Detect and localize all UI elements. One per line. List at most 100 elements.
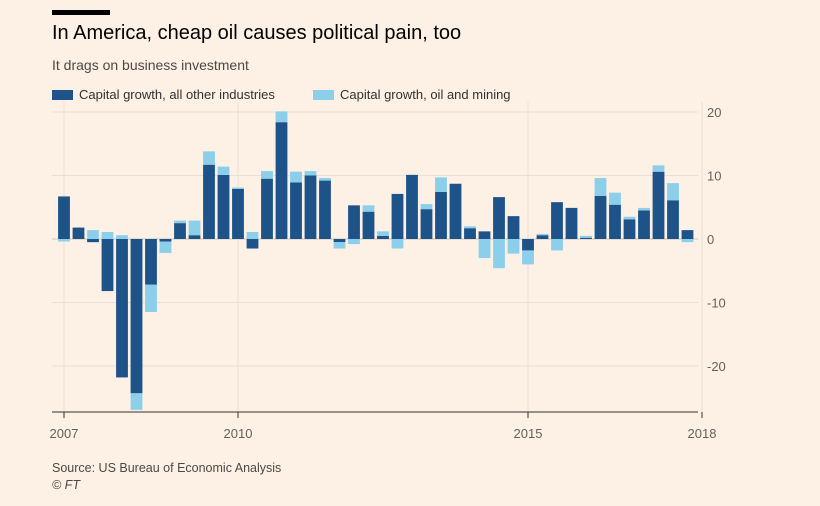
bar-oil	[609, 192, 621, 205]
y-tick-label: 0	[707, 232, 714, 247]
bar-oil	[551, 239, 563, 251]
bar-other	[188, 235, 201, 239]
bar-other	[203, 164, 215, 239]
bar-other	[464, 228, 476, 239]
bar-other	[232, 188, 244, 239]
bar-oil	[493, 239, 505, 269]
bar-oil	[522, 250, 534, 265]
bar-oil	[188, 220, 201, 236]
bar-other	[638, 210, 650, 239]
bar-oil	[391, 239, 404, 249]
bar-oil	[232, 187, 244, 189]
bar-oil	[87, 230, 99, 239]
bar-other	[333, 239, 346, 243]
bar-other	[130, 239, 143, 394]
bar-other	[652, 171, 665, 239]
bar-oil	[101, 232, 114, 239]
bar-oil	[464, 226, 476, 229]
legend-label-other: Capital growth, all other industries	[79, 87, 275, 102]
bar-other	[493, 197, 505, 239]
bar-oil	[652, 165, 665, 172]
bar-oil	[435, 177, 447, 193]
top-rule	[52, 10, 110, 15]
chart-title: In America, cheap oil causes political p…	[52, 22, 462, 44]
bar-other	[667, 200, 679, 239]
bar-other	[594, 195, 607, 239]
bar-oil	[623, 216, 636, 220]
bar-other	[116, 239, 128, 378]
bar-oil	[594, 178, 607, 196]
legend-label-oil: Capital growth, oil and mining	[340, 87, 511, 102]
x-tick-label: 2015	[514, 426, 543, 441]
bar-other	[507, 216, 520, 239]
bar-oil	[362, 205, 375, 212]
bar-other	[174, 223, 186, 239]
bar-oil	[667, 183, 679, 201]
bar-oil	[348, 239, 360, 245]
bar-other	[551, 202, 563, 239]
bar-other	[478, 231, 491, 239]
legend-swatch-oil	[313, 90, 334, 100]
bar-other	[609, 204, 621, 239]
bar-oil	[580, 235, 592, 238]
bar-oil	[377, 231, 389, 236]
bar-oil	[420, 204, 433, 210]
bar-other	[449, 183, 462, 239]
bar-oil	[246, 232, 259, 239]
y-tick-label: 10	[707, 169, 721, 184]
bar-oil	[58, 239, 70, 242]
bar-other	[275, 122, 288, 239]
bar-other	[290, 182, 302, 239]
bar-oil	[261, 171, 273, 179]
bar-oil	[116, 235, 128, 239]
x-tick-label: 2018	[688, 426, 717, 441]
bar-other	[261, 178, 273, 239]
bar-other	[101, 239, 114, 292]
bar-oil	[145, 284, 157, 313]
bar-oil	[681, 239, 694, 243]
bar-oil	[130, 393, 143, 410]
y-tick-label: -20	[707, 359, 726, 374]
bar-other	[304, 175, 317, 239]
bar-other	[536, 235, 549, 239]
bar-other	[406, 174, 418, 239]
bar-other	[565, 207, 578, 239]
bar-oil	[203, 151, 215, 165]
bar-other	[681, 230, 694, 239]
bar-other	[319, 180, 331, 239]
bar-other	[217, 174, 230, 239]
credit-note: © FT	[52, 478, 80, 492]
legend-swatch-other	[52, 90, 73, 100]
bar-oil	[478, 239, 491, 259]
bar-other	[87, 239, 99, 243]
source-note: Source: US Bureau of Economic Analysis	[52, 461, 282, 475]
bar-oil	[507, 239, 520, 254]
bar-other	[522, 239, 534, 251]
bar-oil	[304, 171, 317, 176]
x-tick-label: 2007	[50, 426, 79, 441]
chart-subtitle: It drags on business investment	[52, 57, 249, 73]
bar-oil	[319, 178, 331, 181]
bar-other	[159, 239, 172, 242]
bar-oil	[290, 171, 302, 183]
bar-other	[58, 196, 70, 239]
bar-other	[623, 219, 636, 239]
bar-other	[435, 192, 447, 239]
bar-other	[580, 237, 592, 239]
bar-oil	[217, 166, 230, 175]
bar-oil	[333, 242, 346, 249]
x-tick-label: 2010	[224, 426, 253, 441]
bar-other	[420, 209, 433, 239]
bar-other	[72, 227, 85, 239]
bar-other	[246, 239, 259, 249]
bar-other	[391, 193, 404, 239]
bar-other	[377, 235, 389, 239]
bar-oil	[275, 111, 288, 123]
bar-oil	[159, 241, 172, 253]
bar-oil	[174, 220, 186, 224]
y-tick-label: -10	[707, 296, 726, 311]
bar-other	[362, 211, 375, 239]
y-tick-label: 20	[707, 105, 721, 120]
bar-oil	[536, 233, 549, 236]
